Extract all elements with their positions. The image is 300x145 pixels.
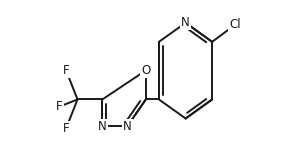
Text: Cl: Cl (229, 18, 241, 31)
Text: F: F (63, 122, 69, 135)
Text: N: N (123, 120, 132, 133)
Text: N: N (98, 120, 107, 133)
Text: N: N (181, 16, 190, 29)
Text: O: O (141, 64, 151, 77)
Text: F: F (63, 64, 69, 77)
Text: F: F (56, 100, 63, 113)
